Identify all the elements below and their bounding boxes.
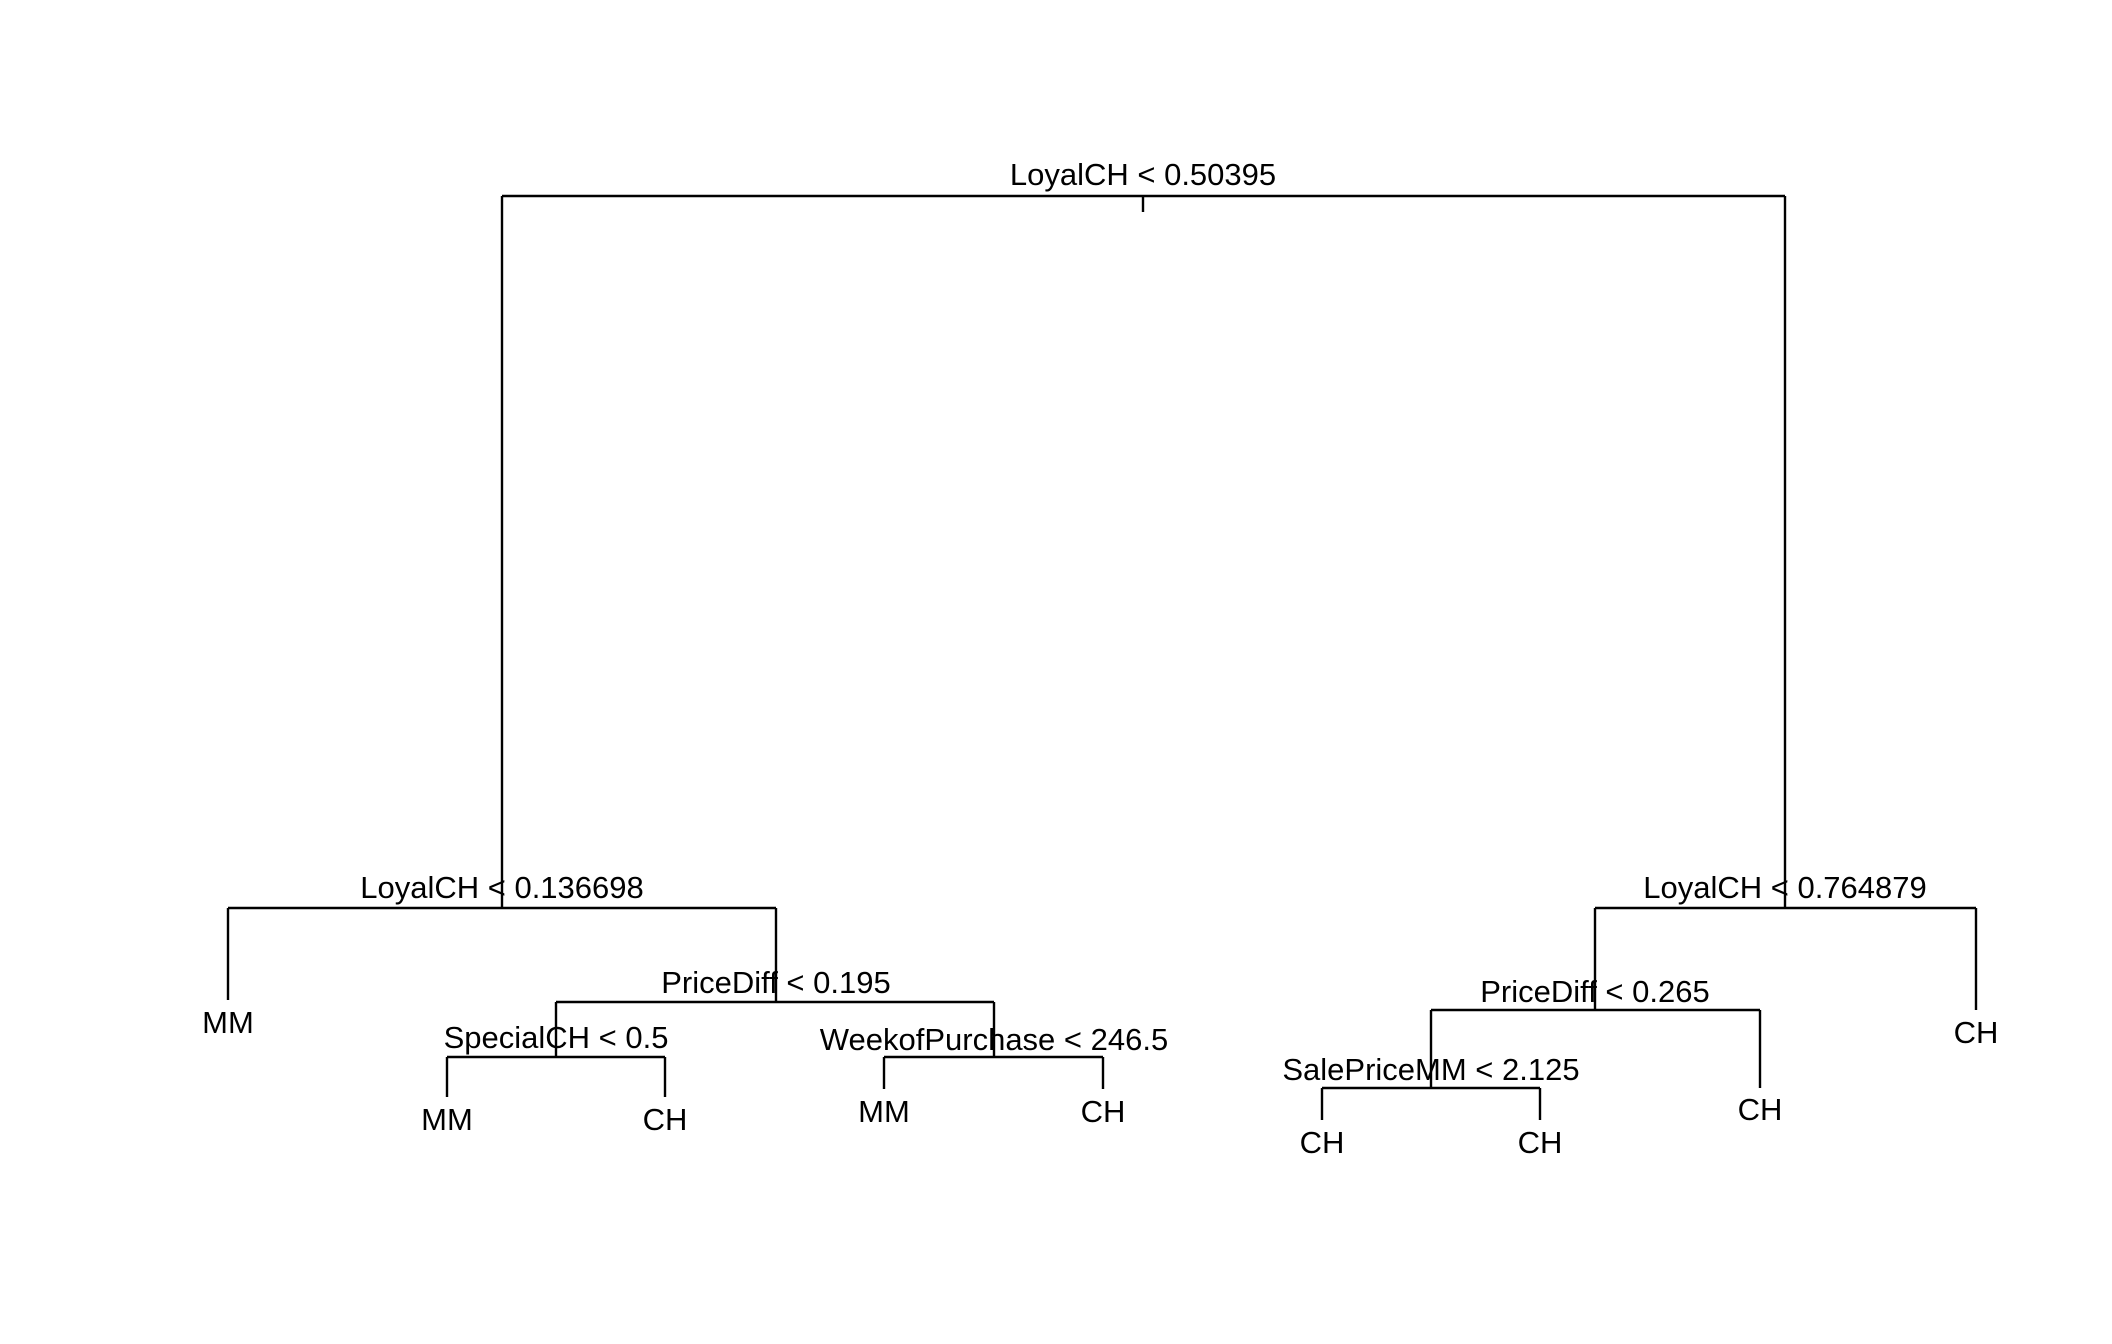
split-label-left: LoyalCH < 0.136698 [360, 870, 644, 905]
leaf-label-4: MM [858, 1094, 910, 1129]
split-label-right-price: PriceDiff < 0.265 [1480, 974, 1709, 1009]
leaf-label-5: CH [1081, 1094, 1126, 1129]
leaf-label-6: CH [1300, 1125, 1345, 1160]
split-right-price-edges [1429, 1008, 1762, 1088]
split-root-edges [500, 194, 1787, 908]
split-right-edges [1593, 906, 1978, 1010]
split-left-price-edges [554, 1000, 996, 1057]
split-label-root: LoyalCH < 0.50395 [1010, 157, 1276, 192]
leaf-label-9: CH [1954, 1015, 1999, 1050]
split-label-right: LoyalCH < 0.764879 [1643, 870, 1927, 905]
split-label-right-sale: SalePriceMM < 2.125 [1282, 1052, 1579, 1087]
split-label-left-special: SpecialCH < 0.5 [444, 1020, 669, 1055]
split-right-sale-edges [1320, 1086, 1542, 1120]
leaf-label-7: CH [1518, 1125, 1563, 1160]
leaf-label-1: MM [202, 1005, 254, 1040]
leaf-label-2: MM [421, 1102, 473, 1137]
split-left-edges [226, 906, 778, 1002]
split-left-week-edges [882, 1055, 1105, 1089]
leaf-label-8: CH [1738, 1092, 1783, 1127]
split-label-left-week: WeekofPurchase < 246.5 [820, 1022, 1168, 1057]
split-label-left-price: PriceDiff < 0.195 [661, 965, 890, 1000]
leaf-label-3: CH [643, 1102, 688, 1137]
split-left-special-edges [445, 1055, 667, 1097]
